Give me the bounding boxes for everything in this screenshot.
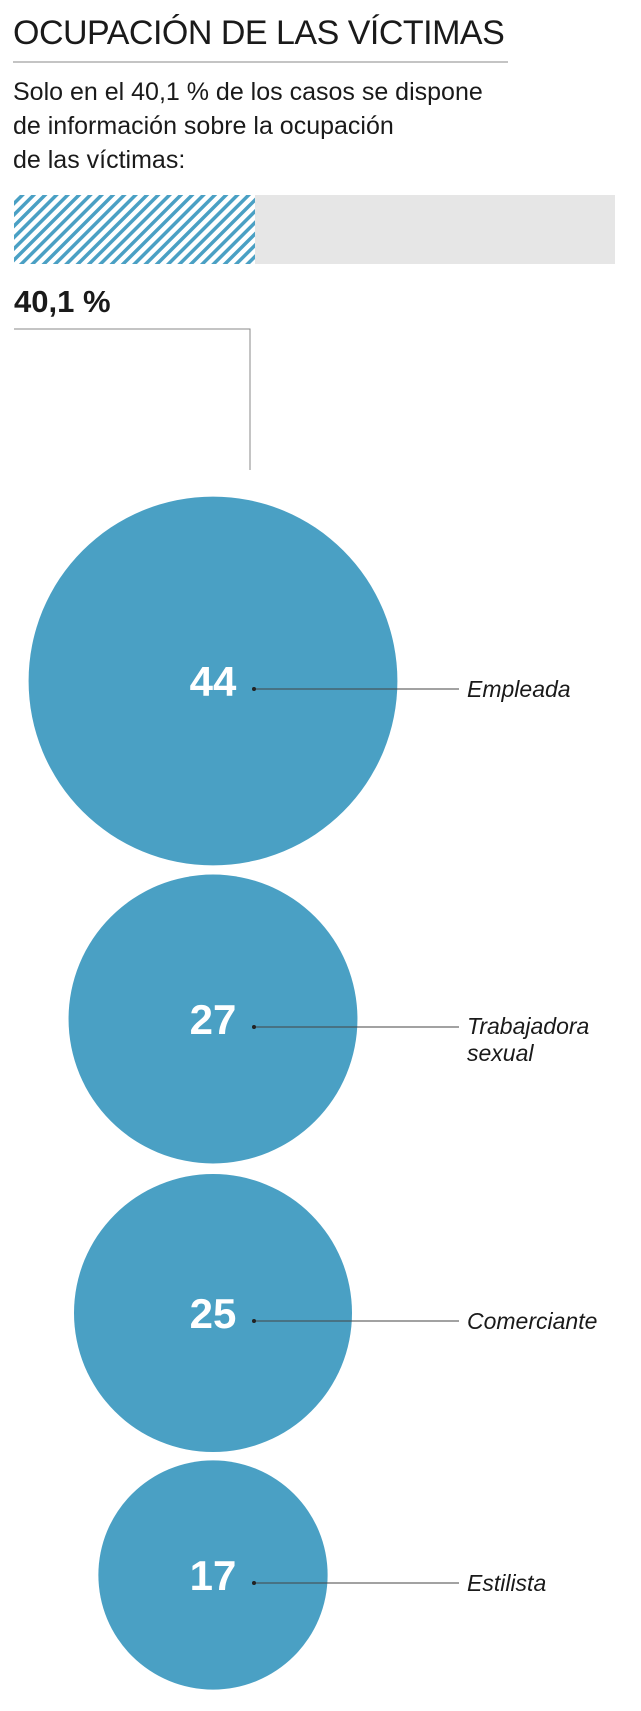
bubble — [28, 496, 398, 866]
leader-dot — [252, 1581, 256, 1585]
bubble-value: 25 — [190, 1290, 237, 1337]
bubble — [74, 1174, 352, 1452]
leader-dot — [252, 1319, 256, 1323]
category-label: Comerciante — [467, 1307, 598, 1334]
bubble-value: 44 — [190, 658, 237, 705]
category-label: Estilista — [467, 1569, 547, 1596]
connector — [14, 328, 251, 470]
subtitle-line: de información sobre la ocupación — [13, 112, 394, 140]
title: OCUPACIÓN DE LAS VÍCTIMAS — [13, 14, 505, 52]
leader-dot — [252, 1025, 256, 1029]
bubble-value: 27 — [190, 996, 237, 1043]
category-label: Trabajadora sexual — [467, 1013, 590, 1066]
bubble-value: 17 — [190, 1552, 237, 1599]
category-label: Empleada — [467, 675, 571, 702]
bubble — [68, 874, 358, 1164]
subtitle-line: Solo en el 40,1 % de los casos se dispon… — [13, 78, 483, 106]
bubble — [98, 1460, 328, 1690]
progress-bar — [14, 195, 256, 264]
leader-dot — [252, 687, 256, 691]
subtitle-line: de las víctimas: — [13, 146, 186, 174]
progress-label: 40,1 % — [14, 284, 111, 319]
